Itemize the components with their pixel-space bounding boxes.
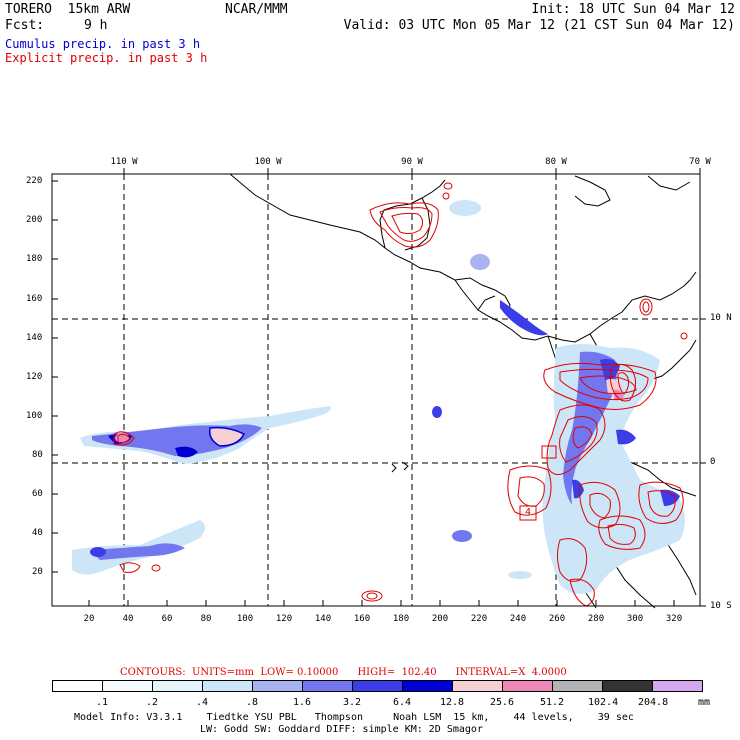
y-tick-label: 80 — [32, 450, 43, 460]
lat-label-0: 0 — [710, 457, 716, 467]
lat-label-10n: 10 N — [710, 313, 732, 323]
colorbar-label: 12.8 — [439, 697, 465, 708]
colorbar-segment — [552, 680, 603, 692]
x-tick-label: 300 — [626, 614, 644, 624]
colorbar-label: 51.2 — [539, 697, 565, 708]
colorbar-label: .1 — [95, 697, 109, 708]
colorbar-label: 6.4 — [392, 697, 412, 708]
colorbar-label: .4 — [195, 697, 209, 708]
colorbar-label: .8 — [245, 697, 259, 708]
y-tick-label: 60 — [32, 489, 43, 499]
y-tick-label: 200 — [26, 215, 43, 225]
colorbar-segment — [302, 680, 353, 692]
x-tick-label: 140 — [314, 614, 332, 624]
cumulus-precip — [72, 200, 685, 594]
colorbar-label: 3.2 — [342, 697, 362, 708]
colorbar-segment — [202, 680, 253, 692]
colorbar-segment — [152, 680, 203, 692]
colorbar-label: 25.6 — [489, 697, 515, 708]
x-tick-label: 120 — [275, 614, 293, 624]
lat-label-10s: 10 S — [710, 601, 732, 611]
y-tick-label: 220 — [26, 176, 43, 186]
lon-label-70w: 70 W — [689, 157, 711, 167]
x-tick-label: 240 — [509, 614, 527, 624]
y-tick-label: 160 — [26, 294, 43, 304]
y-tick-label: 120 — [26, 372, 43, 382]
contour-box-label: 4 — [525, 507, 532, 518]
x-ticks — [88, 600, 675, 606]
physics-info: LW: Godd SW: Goddard DIFF: simple KM: 2D… — [200, 724, 483, 735]
y-tick-label: 40 — [32, 528, 43, 538]
y-tick-label: 100 — [26, 411, 43, 421]
lon-lat-ticks — [123, 168, 706, 607]
y-ticks — [52, 180, 58, 573]
colorbar-segment — [402, 680, 453, 692]
legend-explicit: Explicit precip. in past 3 h — [5, 51, 208, 65]
lon-label-90w: 90 W — [401, 157, 423, 167]
forecast-hour: 9 h — [84, 18, 108, 33]
colorbar-segment — [452, 680, 503, 692]
colorbar-segment — [52, 680, 103, 692]
legend-cumulus: Cumulus precip. in past 3 h — [5, 37, 201, 51]
y-tick-label: 140 — [26, 333, 43, 343]
model-title: TORERO 15km ARW — [5, 2, 131, 17]
x-tick-label: 60 — [161, 614, 173, 624]
y-tick-label: 180 — [26, 254, 43, 264]
x-tick-label: 320 — [665, 614, 683, 624]
model-info: Model Info: V3.3.1 Tiedtke YSU PBL Thomp… — [74, 712, 634, 723]
org-label: NCAR/MMM — [225, 2, 288, 17]
explicit-precip-contours — [113, 182, 688, 607]
y-tick-label: 20 — [32, 567, 43, 577]
x-tick-label: 40 — [122, 614, 134, 624]
x-tick-label: 20 — [83, 614, 95, 624]
init-time: Init: 18 UTC Sun 04 Mar 12 — [531, 2, 736, 17]
colorbar-segment — [352, 680, 403, 692]
lon-label-100w: 100 W — [254, 157, 282, 167]
colorbar-unit: mm — [698, 697, 711, 708]
colorbar-segment — [602, 680, 653, 692]
colorbar-label: 204.8 — [638, 697, 669, 708]
x-tick-label: 80 — [200, 614, 212, 624]
x-tick-label: 220 — [470, 614, 488, 624]
x-tick-label: 100 — [236, 614, 254, 624]
colorbar-segment — [502, 680, 553, 692]
lon-label-80w: 80 W — [545, 157, 567, 167]
colorbar-segment — [102, 680, 153, 692]
x-tick-label: 200 — [431, 614, 449, 624]
lon-label-110w: 110 W — [110, 157, 138, 167]
forecast-label: Fcst: — [5, 18, 45, 33]
colorbar-segment — [252, 680, 303, 692]
x-tick-label: 260 — [548, 614, 566, 624]
colorbar-label: .2 — [145, 697, 159, 708]
valid-time: Valid: 03 UTC Mon 05 Mar 12 (21 CST Sun … — [343, 18, 735, 33]
x-tick-label: 180 — [392, 614, 410, 624]
x-tick-label: 280 — [587, 614, 605, 624]
colorbar-label: 1.6 — [292, 697, 312, 708]
x-tick-label: 160 — [353, 614, 371, 624]
colorbar-label: 102.4 — [588, 697, 619, 708]
contour-info: CONTOURS: UNITS=mm LOW= 0.10000 HIGH= 10… — [120, 667, 567, 678]
plot-frame — [51, 173, 701, 607]
colorbar-segment — [652, 680, 703, 692]
